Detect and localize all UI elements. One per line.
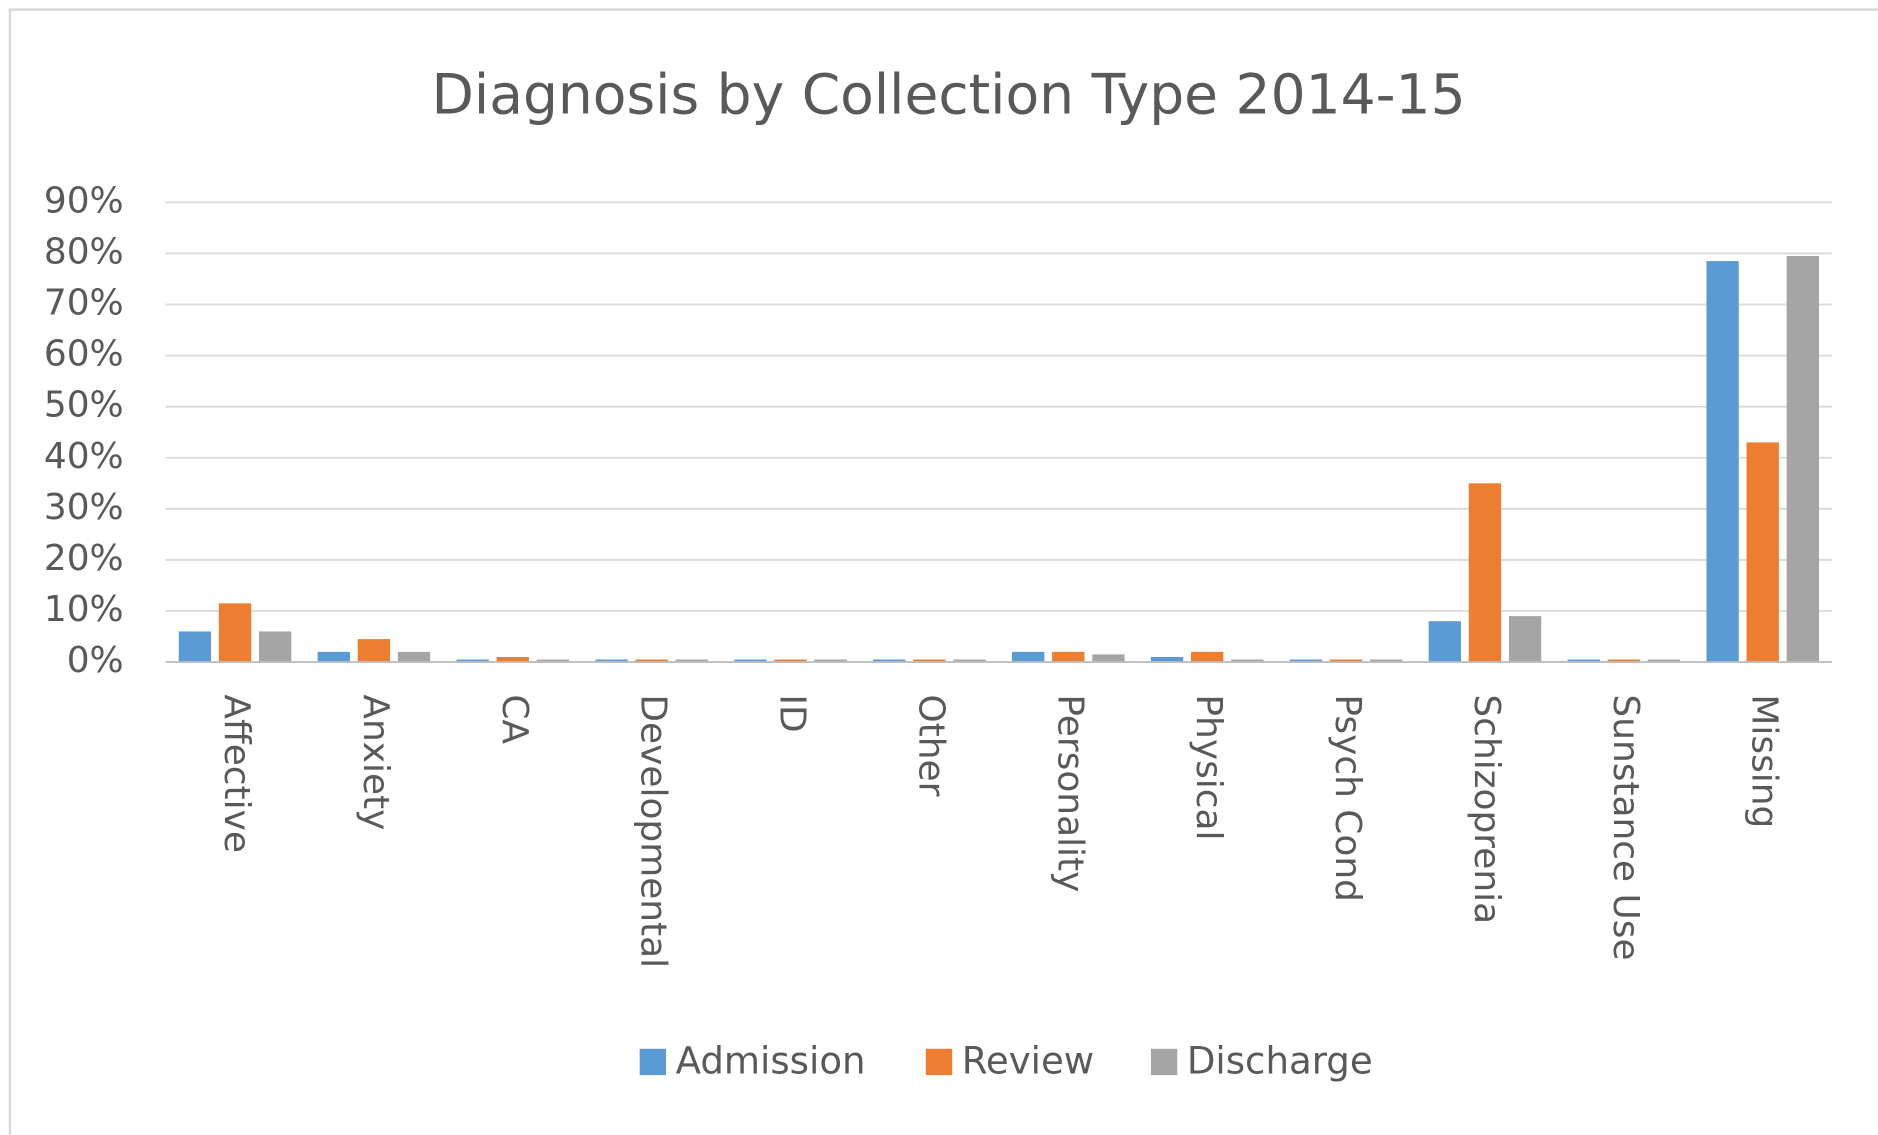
legend-swatch (639, 1048, 667, 1076)
bar (1428, 621, 1462, 663)
x-tick-label: Developmental (633, 694, 674, 968)
legend-label: Discharge (1187, 1040, 1373, 1083)
bar (1370, 659, 1403, 663)
bar (1012, 651, 1045, 663)
bar (953, 659, 986, 663)
x-tick-label: CA (494, 694, 535, 744)
bar (1567, 659, 1600, 663)
bar (1746, 442, 1779, 663)
bar (1329, 659, 1363, 663)
bar (1786, 255, 1819, 663)
bar (734, 659, 767, 663)
y-tick-label: 20% (44, 538, 124, 579)
y-tick-label: 50% (44, 385, 124, 426)
bar (814, 659, 847, 663)
chart-border (8, 8, 1878, 1135)
y-tick-label: 80% (44, 231, 124, 272)
x-tick-label: Schizoprenia (1466, 694, 1507, 924)
bar (397, 651, 431, 663)
legend-label: Review (962, 1040, 1094, 1083)
y-tick-label: 10% (44, 589, 124, 630)
bar (1289, 659, 1323, 663)
bar (1052, 651, 1085, 663)
chart-title: Diagnosis by Collection Type 2014-15 (432, 62, 1466, 126)
bar (1508, 616, 1542, 663)
bar (1607, 659, 1640, 663)
legend-swatch (925, 1048, 953, 1076)
bar (317, 651, 350, 663)
bar (218, 603, 252, 663)
x-tick-label: Other (910, 694, 951, 796)
bar (595, 659, 628, 663)
bar (1092, 654, 1125, 663)
bar (456, 659, 489, 663)
x-tick-label: Sunstance Use (1605, 694, 1646, 960)
bar (1191, 651, 1224, 663)
x-tick-label: Anxiety (355, 694, 396, 830)
y-tick-label: 90% (44, 180, 124, 221)
bar (1647, 659, 1681, 663)
bar (1150, 656, 1184, 663)
bar (774, 659, 807, 663)
y-tick-label: 70% (44, 283, 124, 324)
y-tick-label: 0% (67, 640, 124, 681)
x-tick-label: Psych Cond (1327, 694, 1368, 901)
bar (913, 659, 946, 663)
x-tick-label: Affective (216, 694, 257, 853)
bar (496, 656, 529, 663)
legend-label: Admission (676, 1040, 866, 1083)
bar (536, 659, 570, 663)
legend-swatch (1150, 1048, 1178, 1076)
y-tick-label: 30% (44, 487, 124, 528)
bar (635, 659, 668, 663)
x-tick-label: ID (772, 694, 813, 732)
y-tick-label: 60% (44, 334, 124, 375)
bar (873, 659, 906, 663)
x-tick-label: Physical (1188, 694, 1229, 840)
y-tick-label: 40% (44, 436, 124, 477)
bar (1231, 659, 1264, 663)
x-tick-label: Missing (1744, 694, 1785, 828)
bar (1468, 483, 1502, 663)
bar (258, 631, 292, 663)
bar (675, 659, 708, 663)
bar (1706, 261, 1739, 663)
bar (178, 631, 212, 663)
x-tick-label: Personality (1049, 694, 1090, 892)
bar (357, 639, 391, 663)
